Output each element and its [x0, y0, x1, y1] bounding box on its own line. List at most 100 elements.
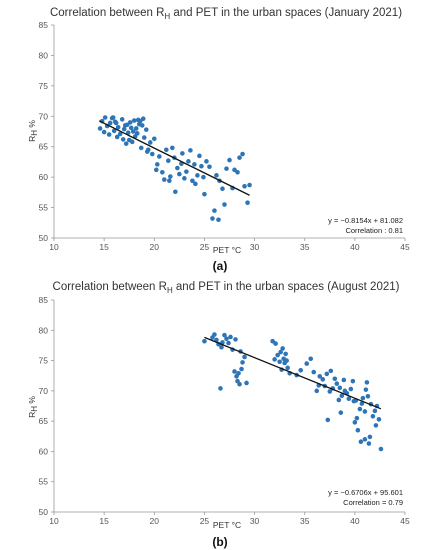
data-point [317, 374, 323, 379]
correlation-label: Correlation : 0.81 [345, 226, 403, 235]
data-point [121, 126, 127, 132]
data-point [134, 131, 140, 136]
data-point [212, 208, 217, 213]
data-point [227, 157, 232, 163]
data-point [117, 131, 123, 137]
data-point [167, 178, 172, 184]
data-point [244, 380, 249, 386]
data-point [362, 437, 368, 442]
data-point [182, 176, 187, 181]
data-point [188, 148, 193, 153]
correlation-label: Correlation = 0.79 [343, 498, 403, 507]
data-points [97, 115, 252, 223]
x-tick-label: 30 [250, 516, 260, 526]
x-tick-label: 10 [49, 516, 59, 526]
data-point [240, 360, 245, 365]
axes: 10 15 20 25 30 35 40 45 50 55 60 65 70 75 80 85 [39, 20, 410, 252]
x-tick-label: 40 [350, 242, 360, 252]
data-point [153, 167, 159, 173]
data-point [239, 366, 244, 372]
data-point [240, 151, 245, 157]
data-point [348, 386, 354, 392]
data-point [160, 169, 165, 175]
trend-equation: y = −0.8154x + 81.082 [328, 216, 403, 225]
data-point [284, 358, 289, 363]
data-point [202, 338, 207, 344]
x-tick-label: 20 [150, 516, 160, 526]
trend-equation: y = −0.6706x + 95.601 [328, 488, 403, 497]
y-tick-label: 75 [39, 356, 49, 366]
data-point [222, 332, 227, 338]
y-tick-label: 55 [39, 477, 49, 487]
data-point [141, 135, 147, 140]
data-point [337, 385, 343, 391]
data-point [222, 202, 227, 207]
data-point [373, 423, 379, 428]
y-tick-label: 60 [39, 446, 49, 456]
data-point [190, 178, 195, 184]
data-point [283, 351, 288, 357]
data-point [226, 340, 231, 346]
data-point [372, 408, 378, 414]
chart-title: Correlation between RH and PET in the ur… [53, 281, 400, 295]
data-point [233, 337, 238, 342]
data-point [325, 417, 331, 423]
data-point [273, 341, 278, 346]
data-point [110, 115, 116, 120]
data-point [164, 147, 169, 153]
data-point [114, 134, 120, 140]
x-tick-label: 30 [250, 242, 260, 252]
data-point [275, 352, 280, 358]
x-axis-label: PET °C [213, 245, 241, 255]
data-point [280, 346, 285, 351]
chart-panel-august: Correlation between RH and PET in the ur… [27, 281, 410, 549]
data-point [332, 376, 338, 382]
data-point [247, 182, 252, 188]
chart-panel-january: Correlation between RH and PET in the ur… [27, 7, 410, 273]
data-point [186, 159, 191, 164]
data-point [193, 181, 198, 187]
data-point [177, 171, 182, 177]
x-tick-label: 20 [150, 242, 160, 252]
data-point [328, 368, 334, 374]
data-point [338, 410, 344, 415]
y-tick-label: 65 [39, 416, 49, 426]
x-tick-label: 25 [200, 516, 210, 526]
data-point [358, 439, 364, 445]
data-point [277, 359, 282, 365]
y-tick-label: 50 [39, 233, 49, 243]
data-points [202, 332, 384, 452]
data-point [113, 120, 119, 126]
data-point [224, 166, 229, 171]
data-point [123, 141, 129, 146]
data-point [144, 149, 150, 154]
data-point [365, 394, 371, 399]
data-point [131, 118, 137, 123]
x-tick-label: 40 [350, 516, 360, 526]
data-point [129, 139, 135, 145]
x-tick-label: 45 [400, 242, 410, 252]
data-point [214, 173, 219, 178]
data-point [122, 123, 128, 128]
data-point [366, 441, 372, 446]
data-point [204, 159, 209, 164]
data-point [278, 349, 283, 355]
data-point [367, 434, 373, 440]
data-point [149, 151, 155, 157]
data-point [346, 396, 352, 402]
data-point [242, 183, 247, 189]
y-tick-label: 65 [39, 142, 49, 152]
data-point [235, 169, 240, 175]
data-point [138, 145, 144, 151]
data-point [359, 401, 365, 406]
trend-line [204, 336, 382, 410]
x-tick-label: 35 [300, 516, 310, 526]
x-axis-label: PET °C [213, 520, 241, 530]
data-point [180, 151, 185, 156]
data-point [308, 356, 314, 362]
data-point [175, 165, 180, 171]
y-tick-label: 80 [39, 325, 49, 335]
data-point [339, 393, 345, 399]
data-point [378, 446, 384, 452]
